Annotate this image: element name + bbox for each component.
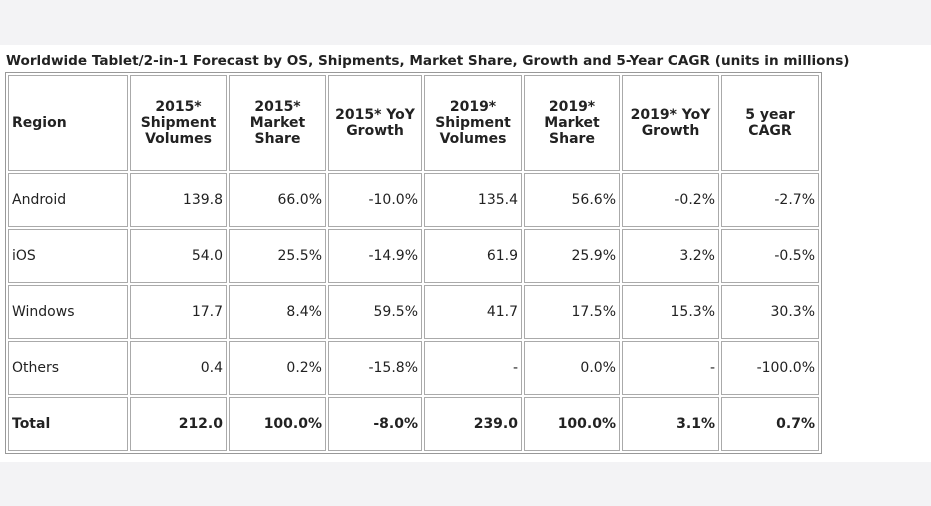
table-cell: 59.5% <box>328 285 422 339</box>
table-cell: Android <box>8 173 128 227</box>
table-cell: 0.4 <box>130 341 227 395</box>
table-cell: Windows <box>8 285 128 339</box>
table-cell: iOS <box>8 229 128 283</box>
table-cell: -14.9% <box>328 229 422 283</box>
table-cell: 5 year CAGR <box>721 75 819 171</box>
table-row: Android 139.8 66.0% -10.0% 135.4 56.6% -0.2% -2… <box>8 173 819 227</box>
table-cell: 41.7 <box>424 285 522 339</box>
table-cell: 0.0% <box>524 341 620 395</box>
table-cell: 8.4% <box>229 285 326 339</box>
table-cell: 2015* YoY Growth <box>328 75 422 171</box>
table-cell: 3.2% <box>622 229 719 283</box>
table-row: Windows 17.7 8.4% 59.5% 41.7 17.5% 15.3% 30.3% <box>8 285 819 339</box>
table-cell: 17.7 <box>130 285 227 339</box>
table-row: Region 2015* Shipment Volumes 2015* Market… <box>8 75 819 171</box>
table-cell: - <box>424 341 522 395</box>
table-cell: 3.1% <box>622 397 719 451</box>
table-cell: 17.5% <box>524 285 620 339</box>
table-cell: 54.0 <box>130 229 227 283</box>
table-row: Others 0.4 0.2% -15.8% -0.0% - -100.0% <box>8 341 819 395</box>
table-cell: 2015* Shipment Volumes <box>130 75 227 171</box>
table-cell: 212.0 <box>130 397 227 451</box>
table-cell: Region <box>8 75 128 171</box>
table-cell: 100.0% <box>524 397 620 451</box>
table-cell: Total <box>8 397 128 451</box>
sheet: Worldwide Tablet/2-in-1 Forecast by OS, … <box>0 45 931 462</box>
table-cell: 2019* Market Share <box>524 75 620 171</box>
table-cell: 25.5% <box>229 229 326 283</box>
table-cell: 0.2% <box>229 341 326 395</box>
table-cell: 139.8 <box>130 173 227 227</box>
table-cell: 30.3% <box>721 285 819 339</box>
forecast-table: Region 2015* Shipment Volumes 2015* Market… <box>5 72 822 454</box>
table-cell: 135.4 <box>424 173 522 227</box>
table-cell: -0.5% <box>721 229 819 283</box>
table-cell: -0.2% <box>622 173 719 227</box>
table-cell: Others <box>8 341 128 395</box>
table-cell: -2.7% <box>721 173 819 227</box>
table-cell: 100.0% <box>229 397 326 451</box>
table-cell: 2019* YoY Growth <box>622 75 719 171</box>
table-cell: - <box>622 341 719 395</box>
table-cell: 2015* Market Share <box>229 75 326 171</box>
table-cell: 25.9% <box>524 229 620 283</box>
table-cell: -100.0% <box>721 341 819 395</box>
table-cell: 239.0 <box>424 397 522 451</box>
table-cell: -8.0% <box>328 397 422 451</box>
table-cell: 2019* Shipment Volumes <box>424 75 522 171</box>
table-cell: 0.7% <box>721 397 819 451</box>
table-cell: -10.0% <box>328 173 422 227</box>
table-cell: 66.0% <box>229 173 326 227</box>
table-row: Total 212.0 100.0% -8.0% 239.0 100.0% 3.1% 0.7% <box>8 397 819 451</box>
table-title: Worldwide Tablet/2-in-1 Forecast by OS, … <box>6 53 850 69</box>
table-cell: 15.3% <box>622 285 719 339</box>
table-cell: -15.8% <box>328 341 422 395</box>
table-row: iOS 54.0 25.5% -14.9% 61.9 25.9% 3.2% -0.5% <box>8 229 819 283</box>
table-cell: 61.9 <box>424 229 522 283</box>
table-cell: 56.6% <box>524 173 620 227</box>
